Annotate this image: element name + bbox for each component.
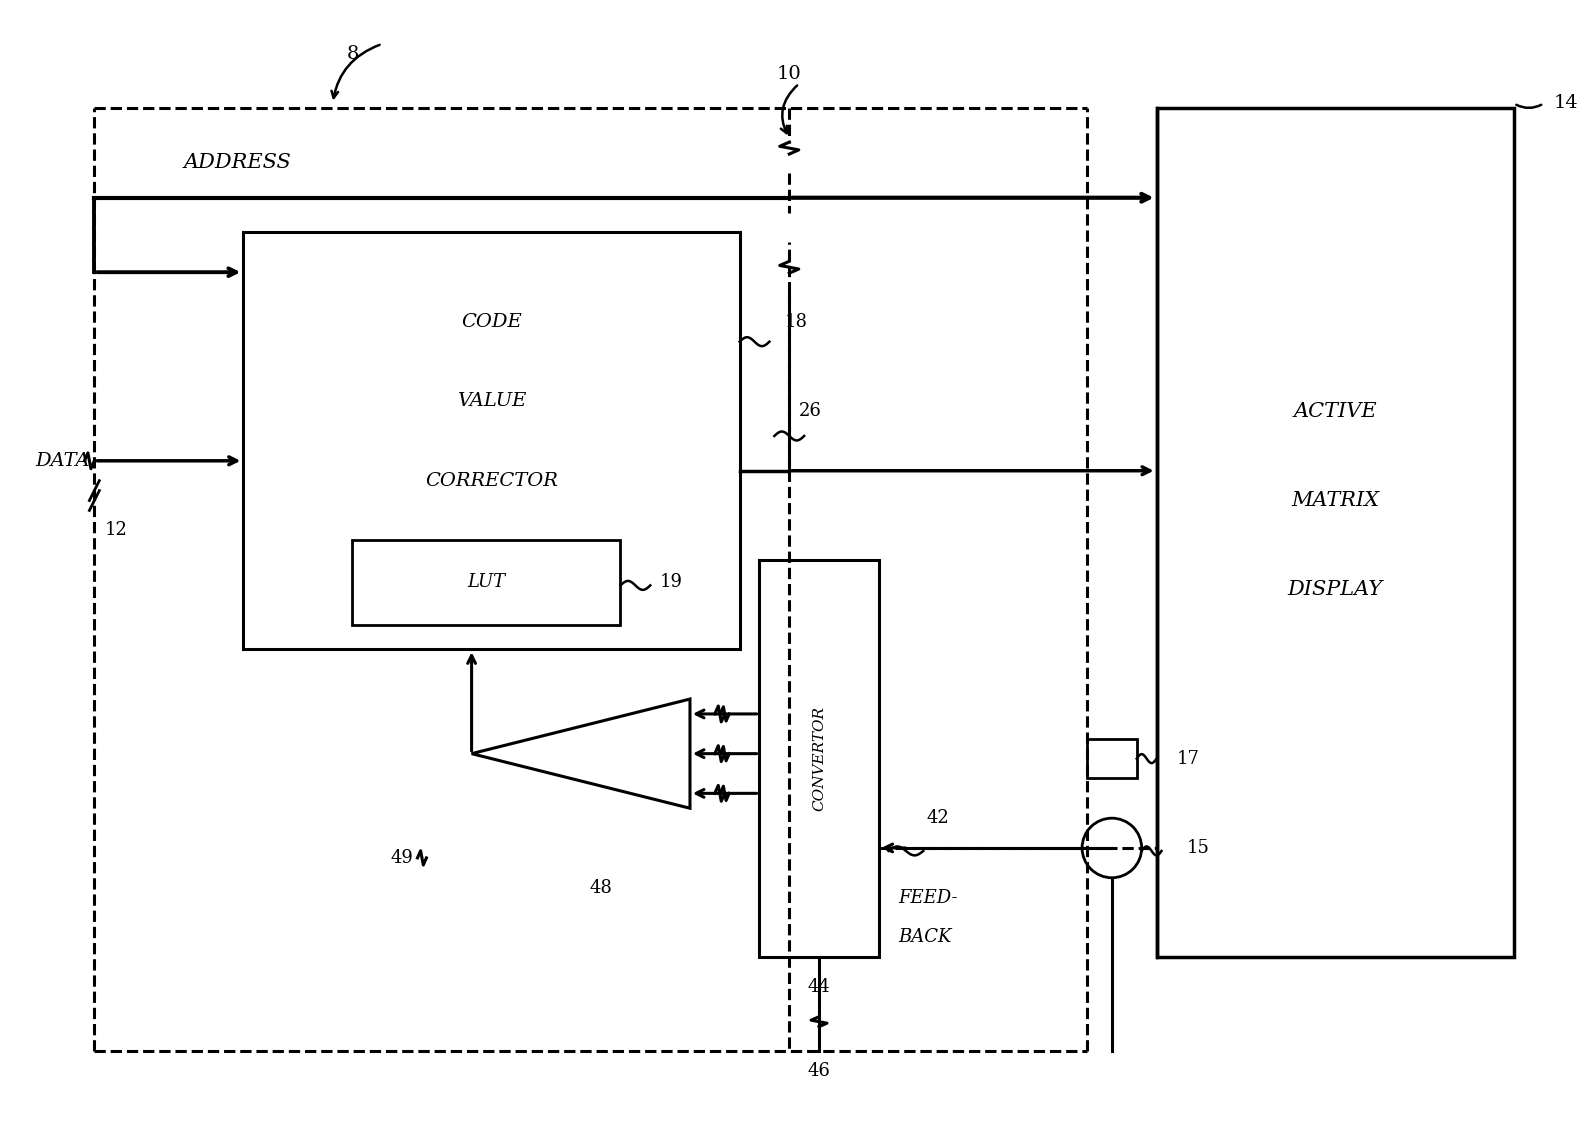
Bar [352, 540, 620, 625]
Text: VALUE: VALUE [456, 392, 526, 410]
Text: 17: 17 [1176, 750, 1200, 767]
Text: ADDRESS: ADDRESS [184, 154, 292, 172]
Text: 48: 48 [590, 879, 612, 897]
Text: 19: 19 [661, 573, 683, 592]
Bar [1157, 108, 1514, 958]
Bar [759, 560, 878, 958]
Text: BACK: BACK [899, 928, 953, 946]
Text: 46: 46 [808, 1062, 831, 1081]
Text: 10: 10 [777, 65, 802, 83]
Text: CODE: CODE [461, 312, 521, 331]
Text: 18: 18 [785, 312, 807, 331]
Text: FEED-: FEED- [899, 888, 957, 906]
Text: 15: 15 [1186, 839, 1209, 857]
Text: 8: 8 [346, 44, 358, 63]
Text: ACTIVE: ACTIVE [1293, 401, 1377, 421]
Bar [243, 233, 740, 650]
Text: CONVERTOR: CONVERTOR [812, 706, 826, 812]
Text: 12: 12 [105, 521, 127, 539]
Text: 14: 14 [1553, 95, 1579, 113]
Text: 26: 26 [799, 402, 823, 421]
Bar [1087, 739, 1136, 779]
Text: 42: 42 [927, 809, 949, 828]
Text: MATRIX: MATRIX [1292, 491, 1379, 510]
Text: LUT: LUT [468, 573, 506, 592]
Text: 49: 49 [390, 849, 414, 866]
Text: DATA: DATA [35, 451, 89, 470]
Text: CORRECTOR: CORRECTOR [425, 472, 558, 490]
Text: 44: 44 [808, 978, 831, 996]
Text: DISPLAY: DISPLAY [1287, 580, 1382, 600]
